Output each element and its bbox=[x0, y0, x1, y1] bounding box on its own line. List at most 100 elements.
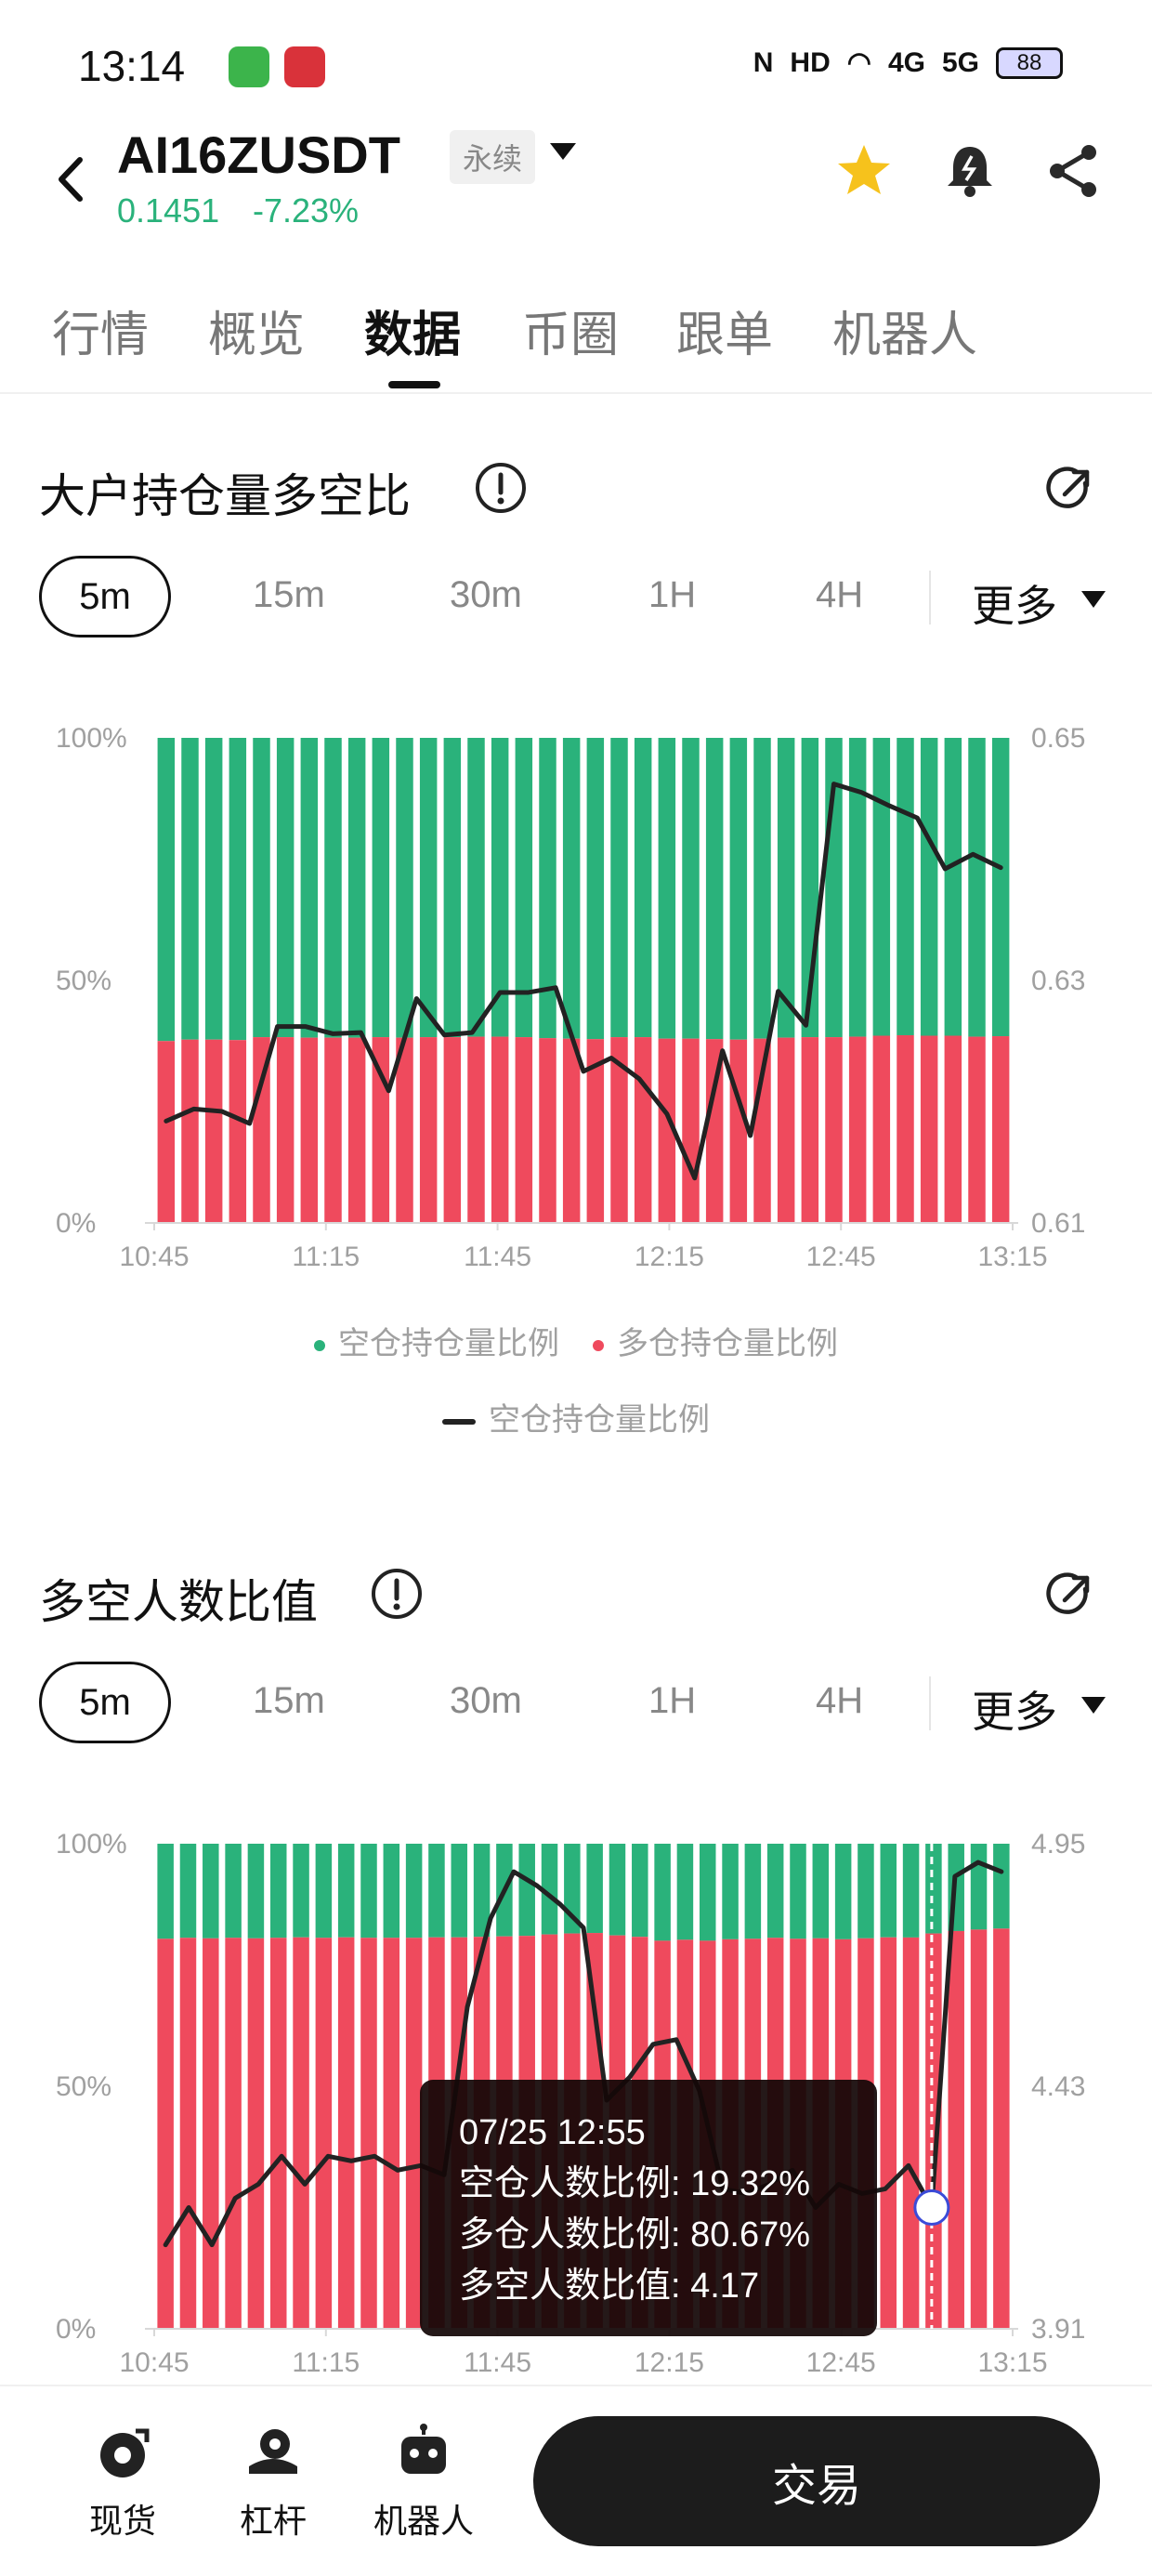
interval-1h[interactable]: 1H bbox=[648, 574, 697, 615]
bar-long bbox=[157, 1041, 176, 1223]
alert-bell-icon[interactable] bbox=[938, 139, 1001, 203]
tooltip-short-ratio: 空仓人数比例: 19.32% bbox=[459, 2164, 810, 2203]
ratio-line bbox=[164, 782, 1003, 1181]
trade-button[interactable]: 交易 bbox=[533, 2416, 1100, 2546]
legend-red-dot bbox=[593, 1339, 604, 1351]
bar-long bbox=[729, 1039, 748, 1223]
bar-short bbox=[944, 738, 962, 1036]
nav-margin[interactable]: 杠杆 bbox=[217, 2424, 329, 2543]
y-axis-right-tick: 0.65 bbox=[1031, 723, 1085, 754]
bar-short bbox=[443, 738, 462, 1038]
expand-chart-icon[interactable] bbox=[1044, 1569, 1096, 1621]
tab-community[interactable]: 币圈 bbox=[522, 308, 620, 363]
contract-type-tag[interactable]: 永续 bbox=[450, 130, 536, 184]
tab-market[interactable]: 行情 bbox=[52, 308, 150, 363]
bar-long bbox=[944, 1035, 962, 1223]
bar-long bbox=[948, 1930, 964, 2329]
bar-long bbox=[539, 1038, 556, 1223]
x-axis-tick-label: 11:45 bbox=[464, 2347, 531, 2378]
last-price: 0.1451 bbox=[117, 191, 220, 230]
margin-icon bbox=[249, 2429, 297, 2474]
battery-icon: 88 bbox=[996, 46, 1063, 79]
bar-short bbox=[993, 1844, 1010, 1929]
interval-15m[interactable]: 15m bbox=[253, 574, 325, 615]
bar-long bbox=[396, 1037, 413, 1223]
legend-long-bar[interactable]: 多仓持仓量比例 bbox=[593, 1318, 838, 1363]
chart-top-trader-position-ratio[interactable]: 0% 50% 100% 0.61 0.63 0.65 10:45 11:15 11:45 12:1… bbox=[0, 706, 1152, 1301]
bar-short bbox=[586, 1844, 603, 1934]
y-axis-right-tick: 0.63 bbox=[1031, 966, 1085, 996]
legend-short-label: 空仓持仓量比例 bbox=[338, 1325, 559, 1362]
bar-short bbox=[229, 738, 247, 1041]
bar-short bbox=[753, 738, 771, 1039]
interval-5m[interactable]: 5m bbox=[39, 1662, 171, 1743]
x-axis-tick-label: 11:45 bbox=[464, 1242, 531, 1272]
expand-chart-icon[interactable] bbox=[1044, 463, 1096, 515]
symbol-dropdown-icon[interactable] bbox=[550, 143, 576, 160]
x-axis-tick-label: 11:15 bbox=[292, 2347, 360, 2378]
interval-30m[interactable]: 30m bbox=[450, 574, 522, 615]
tab-bots[interactable]: 机器人 bbox=[832, 308, 978, 363]
share-icon[interactable] bbox=[1042, 139, 1106, 203]
bar-long bbox=[419, 1037, 438, 1223]
interval-4h[interactable]: 4H bbox=[816, 1680, 864, 1721]
back-arrow-icon[interactable] bbox=[48, 147, 95, 212]
bar-short bbox=[729, 738, 748, 1040]
info-icon[interactable] bbox=[474, 461, 528, 515]
nav-bot[interactable]: 机器人 bbox=[368, 2424, 479, 2543]
bar-short bbox=[705, 738, 724, 1040]
nav-spot[interactable]: 现货 bbox=[67, 2424, 178, 2543]
chart-tooltip: 07/25 12:55 空仓人数比例: 19.32% 多仓人数比例: 80.67… bbox=[420, 2080, 877, 2336]
bar-long bbox=[360, 1938, 377, 2329]
bar-short bbox=[225, 1844, 242, 1939]
bar-short bbox=[473, 1844, 491, 1938]
info-icon[interactable] bbox=[370, 1567, 424, 1621]
tab-copy-trading[interactable]: 跟单 bbox=[676, 308, 774, 363]
bar-short bbox=[419, 738, 438, 1038]
bar-long bbox=[920, 1035, 938, 1223]
y-axis-right-tick: 4.43 bbox=[1031, 2071, 1085, 2102]
bar-long bbox=[157, 1939, 174, 2329]
interval-1h[interactable]: 1H bbox=[648, 1680, 697, 1721]
symbol-name[interactable]: AI16ZUSDT bbox=[117, 125, 400, 184]
bar-long bbox=[253, 1037, 270, 1223]
bar-short bbox=[722, 1844, 739, 1939]
status-right-icons: N HD ◠ 4G 5G 88 bbox=[753, 46, 1063, 79]
bar-long bbox=[293, 1937, 309, 2329]
bar-short bbox=[834, 1844, 852, 1939]
y-axis-left-tick: 50% bbox=[56, 966, 111, 996]
bar-long bbox=[181, 1039, 199, 1223]
interval-30m[interactable]: 30m bbox=[450, 1680, 522, 1721]
chart1-svg[interactable]: 0% 50% 100% 0.61 0.63 0.65 10:45 11:15 11:45 12:1… bbox=[0, 706, 1152, 1301]
legend-line-swatch bbox=[442, 1418, 476, 1425]
interval-5m[interactable]: 5m bbox=[39, 556, 171, 637]
legend-line[interactable]: 空仓持仓量比例 bbox=[442, 1394, 710, 1439]
more-intervals-button[interactable]: 更多 bbox=[972, 1687, 1057, 1737]
chart1-legend-line: 空仓持仓量比例 bbox=[0, 1394, 1152, 1439]
interval-4h[interactable]: 4H bbox=[816, 574, 864, 615]
battery-level: 88 bbox=[1016, 49, 1042, 75]
bar-long bbox=[801, 1037, 819, 1223]
more-caret-icon[interactable] bbox=[1081, 591, 1106, 608]
legend-green-dot bbox=[314, 1339, 325, 1351]
bar-long bbox=[897, 1034, 914, 1223]
interval-15m[interactable]: 15m bbox=[253, 1680, 325, 1721]
y-axis-left-tick: 0% bbox=[56, 1208, 96, 1239]
crosshair-point bbox=[913, 2189, 950, 2226]
bar-short bbox=[467, 738, 485, 1037]
star-icon[interactable] bbox=[832, 139, 896, 203]
more-caret-icon[interactable] bbox=[1081, 1697, 1106, 1714]
tab-data[interactable]: 数据 bbox=[364, 308, 462, 363]
bar-long bbox=[443, 1037, 462, 1223]
x-axis-tick-label: 12:15 bbox=[635, 2347, 704, 2378]
bar-short bbox=[880, 1844, 897, 1938]
bar-short bbox=[634, 738, 652, 1038]
legend-short-bar[interactable]: 空仓持仓量比例 bbox=[314, 1318, 559, 1363]
bar-long bbox=[467, 1036, 485, 1223]
bar-short bbox=[897, 738, 914, 1035]
more-intervals-button[interactable]: 更多 bbox=[972, 581, 1057, 631]
nfc-icon: N bbox=[753, 46, 774, 78]
tab-overview[interactable]: 概览 bbox=[208, 308, 306, 363]
x-axis-tick-label: 12:15 bbox=[635, 1242, 704, 1272]
header: AI16ZUSDT 永续 0.1451 -7.23% bbox=[0, 112, 1152, 251]
